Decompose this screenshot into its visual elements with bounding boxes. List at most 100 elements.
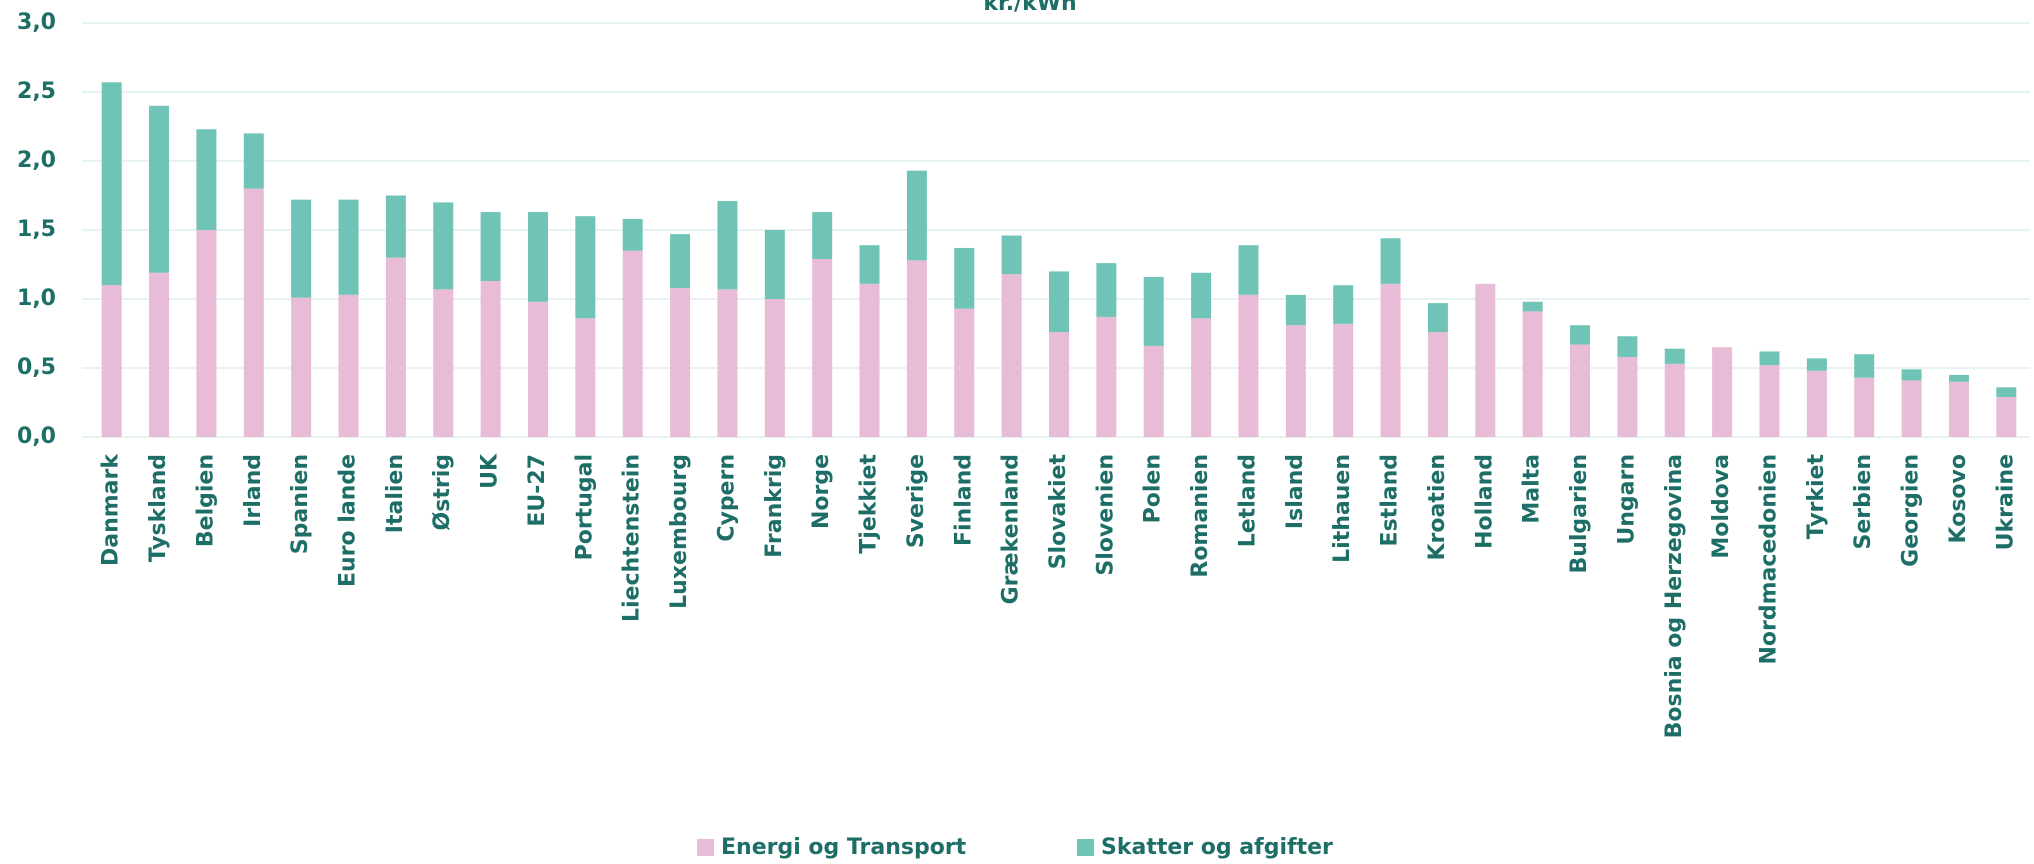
bar-segment	[1664, 363, 1685, 437]
legend-label: Skatter og afgifter	[1101, 835, 1333, 860]
bar-segment	[196, 129, 217, 230]
bar-segment	[291, 297, 312, 437]
x-tick-label: Tjekkiet	[857, 454, 882, 554]
bar-segment	[1854, 354, 1875, 378]
x-tick-label: Romanien	[1188, 454, 1213, 578]
bar-segment	[1996, 387, 2017, 397]
bar-segment	[1427, 332, 1448, 437]
x-tick-label: Estland	[1378, 454, 1403, 546]
bar-segment	[1049, 271, 1069, 333]
x-tick-label: Cypern	[714, 454, 739, 542]
x-tick-label: Island	[1283, 454, 1308, 529]
x-tick-label: Grækenland	[999, 454, 1024, 604]
x-tick-label: Lithauen	[1330, 454, 1355, 563]
x-tick-label: Italien	[383, 454, 408, 533]
x-tick-label: Norge	[809, 454, 834, 529]
bar-segment	[859, 245, 880, 284]
bar-segment	[1901, 380, 1922, 437]
bar-segment	[1238, 245, 1259, 295]
chart-title: kr./kWh	[983, 0, 1076, 16]
bar-segment	[1333, 285, 1354, 324]
bar-segment	[1143, 276, 1164, 346]
bar-segment	[527, 301, 548, 437]
x-tick-label: Danmark	[99, 453, 124, 566]
x-tick-label: Serbien	[1851, 454, 1876, 550]
x-tick-label: Luxembourg	[667, 454, 692, 609]
bar-segment	[101, 82, 122, 286]
bar-segment	[149, 272, 170, 437]
y-tick-label: 0,0	[17, 424, 56, 449]
bar-segment	[243, 188, 264, 437]
bar-segment	[859, 283, 880, 437]
bar-segment	[1285, 294, 1306, 326]
x-tick-label: Letland	[1235, 454, 1260, 547]
x-tick-label: Kosovo	[1946, 454, 1971, 543]
bar-segment	[1948, 374, 1969, 382]
x-tick-label: Ungarn	[1614, 454, 1639, 545]
bar-segment	[717, 201, 738, 290]
bar-segment	[1617, 356, 1638, 437]
bar-segment	[954, 308, 975, 437]
bar-segment	[1191, 318, 1212, 437]
bar-segment	[1901, 369, 1922, 381]
x-tick-label: Irland	[241, 454, 266, 527]
bar-segment	[1522, 311, 1543, 437]
bar-segment	[1570, 325, 1591, 345]
x-tick-label: Bosnia og Herzegovina	[1662, 454, 1687, 738]
bar-segment	[906, 260, 927, 437]
bar-segment	[1475, 283, 1496, 437]
y-tick-label: 1,5	[17, 217, 56, 242]
bar-segment	[433, 202, 454, 290]
legend-label: Energi og Transport	[721, 835, 967, 860]
bar-segment	[1570, 344, 1591, 437]
bar-segment	[1522, 301, 1543, 312]
bar-segment	[1191, 272, 1212, 319]
bar-segment	[1712, 347, 1733, 437]
bar-segment	[1854, 377, 1875, 437]
bar-segment	[196, 230, 217, 437]
x-tick-label: Euro lande	[336, 454, 361, 587]
bar-segment	[385, 195, 406, 258]
bar-segment	[480, 212, 501, 282]
x-tick-label: Bulgarien	[1567, 454, 1592, 574]
x-tick-label: EU-27	[525, 454, 550, 527]
bar-segment	[812, 258, 833, 437]
bar-segment	[575, 216, 596, 319]
bar-segment	[670, 234, 691, 288]
bar-segment	[1427, 303, 1448, 333]
bar-segment	[1096, 316, 1117, 437]
y-tick-label: 2,5	[17, 79, 56, 104]
bar-segment	[1664, 348, 1685, 364]
bar-segment	[1806, 358, 1827, 371]
x-tick-label: Polen	[1141, 454, 1166, 523]
x-tick-label: Nordmacedonien	[1756, 454, 1781, 665]
bar-segment	[1143, 345, 1164, 437]
x-tick-label: Liechtenstein	[620, 454, 645, 622]
bar-segment	[243, 133, 264, 189]
x-tick-label: Sverige	[904, 454, 929, 548]
bar-segment	[670, 287, 691, 437]
x-tick-label: Belgien	[193, 454, 218, 547]
bar-segment	[764, 230, 785, 299]
x-tick-label: Spanien	[288, 454, 313, 554]
bar-segment	[338, 199, 359, 295]
y-tick-label: 2,0	[17, 148, 56, 173]
bar-segment	[149, 105, 170, 273]
bar-segment	[1096, 263, 1117, 317]
bar-segment	[1049, 332, 1069, 437]
bar-segment	[1759, 365, 1780, 437]
x-tick-label: Tyskland	[146, 454, 171, 562]
x-tick-label: Slovenien	[1093, 454, 1118, 576]
bar-segment	[1759, 351, 1780, 366]
x-tick-label: Kroatien	[1425, 454, 1450, 561]
bar-segment	[1380, 238, 1401, 284]
legend-swatch	[1077, 839, 1094, 856]
bar-segment	[764, 299, 785, 437]
x-tick-label: Frankrig	[762, 454, 787, 558]
x-tick-label: Georgien	[1899, 454, 1924, 567]
x-tick-label: Moldova	[1709, 454, 1734, 559]
bar-segment	[1238, 294, 1259, 437]
bar-segment	[575, 318, 596, 437]
bar-segment	[527, 212, 548, 302]
